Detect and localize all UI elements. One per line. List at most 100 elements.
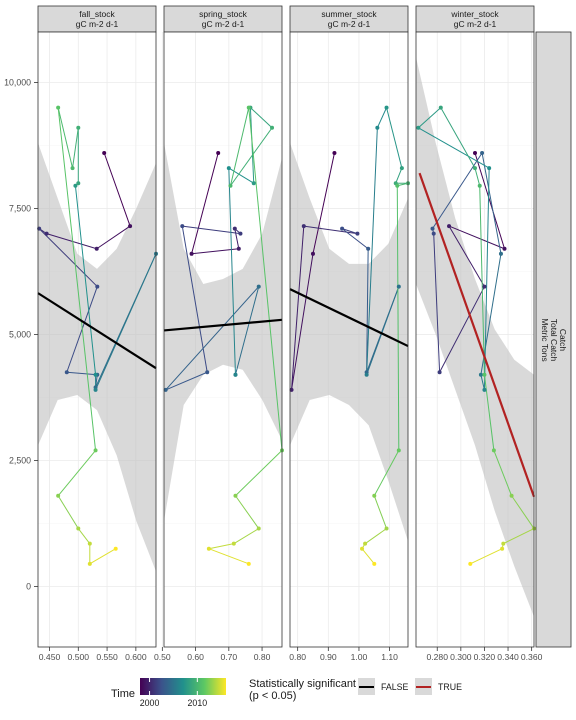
data-point — [301, 224, 306, 229]
data-point — [372, 493, 377, 498]
data-point — [500, 546, 505, 551]
x-tick-label: 0.500 — [68, 652, 90, 662]
data-point — [87, 561, 92, 566]
trajectory-segment — [66, 371, 98, 376]
x-tick-label: 0.450 — [39, 652, 61, 662]
data-point — [372, 561, 377, 566]
trajectory-segment — [341, 228, 358, 235]
trajectory-segment — [483, 168, 490, 390]
data-point — [246, 105, 251, 110]
y-tick-label: 5,000 — [9, 329, 31, 339]
data-point — [384, 105, 389, 110]
data-point — [56, 105, 61, 110]
trajectory-segment — [250, 107, 273, 129]
trajectory-segment — [303, 225, 358, 235]
data-point — [509, 493, 514, 498]
x-tick-label: 0.550 — [96, 652, 118, 662]
y-tick-label: 2,500 — [9, 455, 31, 465]
data-point — [438, 105, 443, 110]
trajectory-segment — [493, 450, 513, 496]
trajectory-segment — [95, 253, 157, 391]
trajectory-segment — [235, 495, 260, 529]
trajectory-segment — [395, 167, 403, 184]
data-point — [375, 125, 380, 130]
trajectory-segment — [291, 226, 305, 390]
trajectory-segment — [439, 286, 485, 373]
data-point — [491, 448, 496, 453]
data-point — [128, 224, 133, 229]
regression-line — [37, 292, 157, 370]
trajectory-segment — [418, 127, 490, 169]
data-point — [487, 166, 492, 171]
x-tick-label: 0.320 — [474, 652, 496, 662]
facet-strip-subtitle: gC m-2 d-1 — [76, 19, 119, 29]
facet-strip — [163, 5, 283, 33]
trajectory-segment — [366, 248, 369, 373]
trajectory-segment — [165, 371, 208, 391]
x-tick-label: 0.70 — [220, 652, 237, 662]
data-point — [251, 181, 256, 186]
trajectory-segment — [38, 228, 98, 287]
legend-label-true: TRUE — [438, 682, 462, 692]
trajectory-segment — [77, 528, 91, 544]
x-tick-label: 1.10 — [381, 652, 398, 662]
trajectory-segment — [74, 185, 97, 375]
trajectory-segment — [361, 548, 375, 565]
trajectory-segment — [229, 107, 250, 186]
legend-sig-false: FALSE — [358, 678, 409, 695]
facet-strip — [289, 5, 409, 33]
trajectory-segment — [234, 228, 240, 249]
x-tick-label: 0.300 — [450, 652, 472, 662]
legend-time-tick-label: 2010 — [188, 698, 208, 708]
trajectory-segment — [208, 548, 249, 565]
data-point — [76, 125, 81, 130]
x-tick-label: 1.00 — [351, 652, 368, 662]
x-tick-label: 0.340 — [497, 652, 519, 662]
facet-strip-right-line3: Metric Tons — [540, 318, 550, 361]
data-point — [289, 387, 294, 392]
legend-time-ticks: 2000 2010 — [140, 678, 207, 708]
trajectory-segment — [373, 495, 388, 529]
data-point — [502, 246, 507, 251]
confidence-band — [164, 142, 282, 521]
trajectory-segment — [386, 107, 403, 169]
trajectory-segment — [233, 528, 259, 545]
y-tick-label: 0 — [26, 582, 31, 592]
data-point — [473, 150, 477, 155]
data-point — [70, 166, 75, 171]
legend-time-colorbar — [140, 678, 226, 695]
facet-strip-right-line2: Total Catch — [549, 319, 559, 362]
data-point — [482, 387, 487, 392]
trajectory-segment — [474, 152, 505, 249]
facet-strip — [37, 5, 157, 33]
data-point — [340, 226, 345, 231]
trajectory-segment — [191, 152, 219, 254]
data-point — [360, 546, 365, 551]
x-tick-label: 0.50 — [154, 652, 171, 662]
data-point — [93, 372, 98, 377]
trajectory-segment — [470, 548, 503, 565]
facet-strip-title: fall_stock — [79, 9, 115, 19]
legend: Time 2000 2010 Statistically significant … — [111, 678, 462, 708]
data-point — [231, 541, 236, 546]
data-point — [76, 526, 81, 531]
legend-time-tick-label: 2000 — [140, 698, 160, 708]
trajectory-segment — [228, 168, 236, 375]
regression-line — [163, 318, 283, 332]
data-point — [233, 372, 238, 377]
trajectory-segment — [366, 286, 400, 375]
panel-border — [289, 31, 409, 648]
data-point — [238, 231, 243, 236]
trajectory-segment — [433, 233, 441, 373]
data-point — [102, 150, 107, 155]
legend-sig-title-line1: Statistically significant — [249, 678, 356, 690]
data-point — [93, 448, 98, 453]
trajectory-segment — [291, 253, 314, 390]
trajectory-segment — [228, 167, 255, 184]
data-point — [216, 150, 221, 155]
data-point — [226, 166, 231, 171]
data-point — [205, 370, 210, 375]
data-point — [64, 370, 69, 375]
